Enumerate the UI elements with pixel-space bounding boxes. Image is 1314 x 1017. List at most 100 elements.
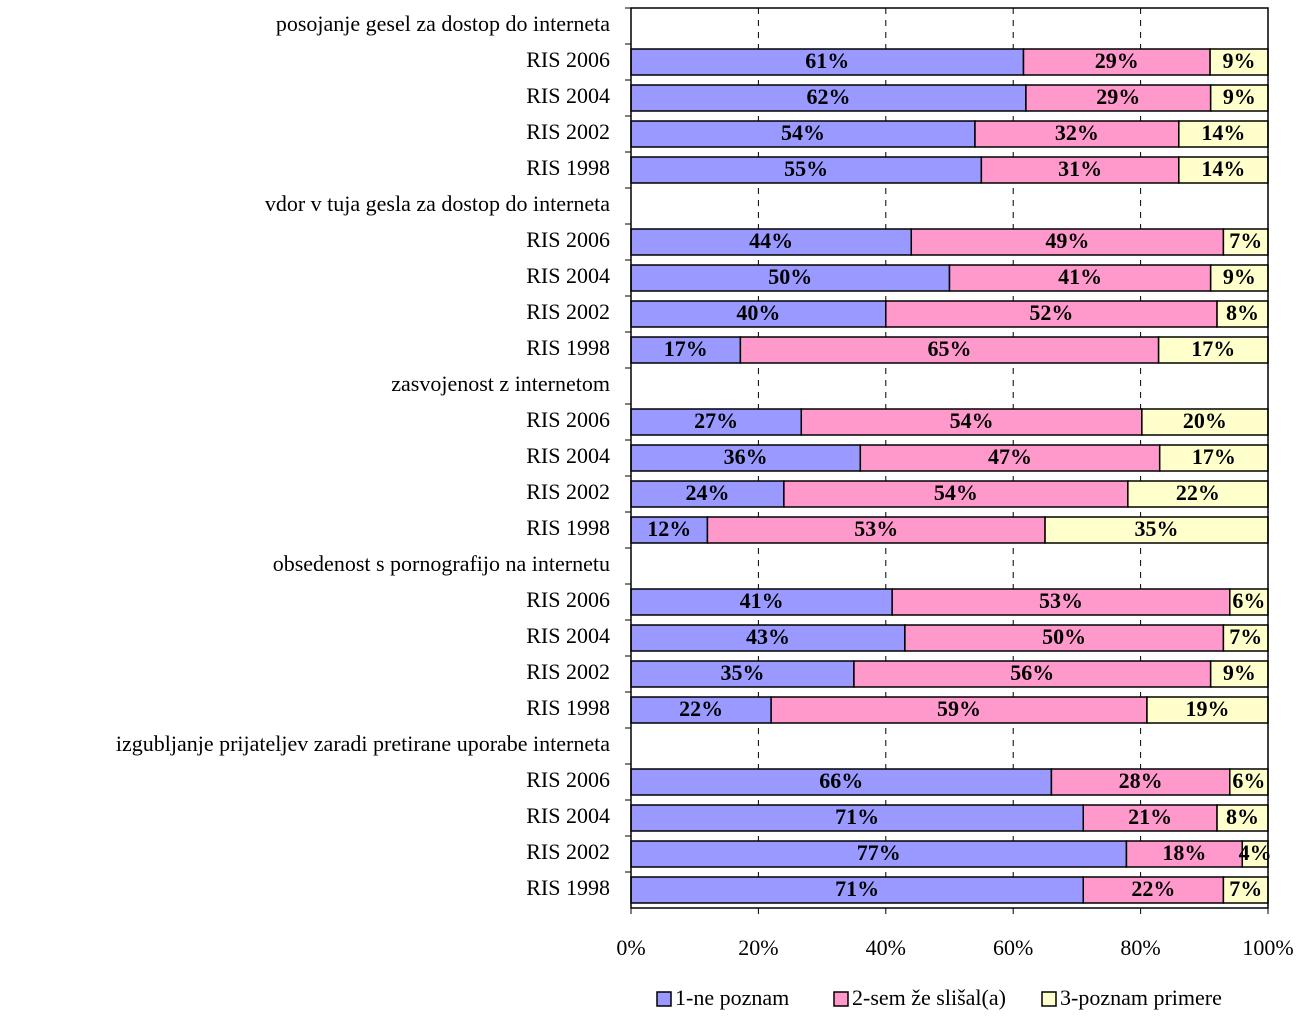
bar-segment [910, 228, 1225, 256]
y-tick-label: RIS 2002 [526, 659, 610, 684]
bar-segment [1178, 156, 1269, 184]
bar-segment [630, 840, 1128, 868]
value-label: 27% [694, 408, 738, 433]
bar-segment [1241, 840, 1269, 868]
value-label: 56% [1010, 660, 1054, 685]
value-label: 29% [1096, 84, 1140, 109]
value-label: 43% [746, 624, 790, 649]
bar-segment [800, 408, 1143, 436]
value-label: 9% [1223, 48, 1256, 73]
value-label: 9% [1223, 84, 1256, 109]
y-tick-label: RIS 2004 [526, 83, 610, 108]
value-label: 44% [749, 228, 793, 253]
y-tick-label: posojanje gesel za dostop do interneta [276, 11, 610, 36]
value-label: 71% [835, 876, 879, 901]
y-tick-label: RIS 1998 [526, 515, 610, 540]
y-tick-label: RIS 2002 [526, 119, 610, 144]
bar-segment [1178, 120, 1269, 148]
bar-segment [706, 516, 1046, 544]
x-tick-label: 80% [1120, 935, 1160, 960]
bar-segment [630, 336, 742, 364]
value-label: 6% [1232, 588, 1265, 613]
bar-segment [1082, 876, 1225, 904]
value-label: 17% [1192, 444, 1236, 469]
bar-segment [630, 444, 862, 472]
y-tick-label: RIS 1998 [526, 875, 610, 900]
value-label: 54% [781, 120, 825, 145]
value-label: 21% [1128, 804, 1172, 829]
value-label: 55% [784, 156, 828, 181]
bar-segment [1157, 336, 1269, 364]
bar-segment [630, 120, 976, 148]
bar-segment [630, 876, 1085, 904]
y-tick-label: zasvojenost z internetom [391, 371, 610, 396]
bar-segment [1146, 696, 1269, 724]
bar-segment [1141, 408, 1269, 436]
y-tick-label: RIS 2006 [526, 227, 610, 252]
value-label: 47% [988, 444, 1032, 469]
value-label: 50% [768, 264, 812, 289]
value-label: 4% [1239, 840, 1272, 865]
bar-segment [630, 264, 951, 292]
y-tick-label: RIS 2002 [526, 839, 610, 864]
bar-segment [948, 264, 1212, 292]
value-label: 53% [1039, 588, 1083, 613]
value-label: 61% [805, 48, 849, 73]
legend-label: 1-ne poznam [675, 985, 789, 1010]
plot-border [630, 7, 1269, 909]
value-label: 9% [1223, 660, 1256, 685]
value-label: 8% [1226, 300, 1259, 325]
value-label: 14% [1201, 156, 1245, 181]
bar-segment [1025, 84, 1212, 112]
y-tick-label: RIS 2006 [526, 587, 610, 612]
y-tick-label: RIS 1998 [526, 155, 610, 180]
value-label: 35% [1135, 516, 1179, 541]
legend-swatch [656, 991, 672, 1007]
bar-segment [630, 588, 893, 616]
value-label: 6% [1232, 768, 1265, 793]
value-label: 22% [1131, 876, 1175, 901]
x-tick-label: 100% [1242, 935, 1293, 960]
bar-segment [1229, 768, 1269, 796]
bar-segment [1050, 768, 1231, 796]
bar-segment [1082, 804, 1218, 832]
value-label: 22% [679, 696, 723, 721]
value-label: 77% [857, 840, 901, 865]
y-tick-label: izgubljanje prijateljev zaradi pretirane… [116, 731, 610, 756]
value-label: 17% [664, 336, 708, 361]
y-tick-label: RIS 2004 [526, 263, 610, 288]
x-tick-label: 40% [866, 935, 906, 960]
value-label: 35% [720, 660, 764, 685]
legend-swatch [833, 991, 849, 1007]
value-label: 28% [1119, 768, 1163, 793]
bar-segment [630, 696, 772, 724]
y-tick-label: RIS 2004 [526, 443, 610, 468]
value-label: 52% [1029, 300, 1073, 325]
value-label: 29% [1095, 48, 1139, 73]
value-label: 20% [1183, 408, 1227, 433]
y-tick-label: RIS 2004 [526, 803, 610, 828]
x-tick-label: 20% [738, 935, 778, 960]
value-label: 53% [854, 516, 898, 541]
value-label: 36% [724, 444, 768, 469]
bar-segment [1222, 876, 1269, 904]
bar-segment [630, 480, 785, 508]
value-label: 66% [819, 768, 863, 793]
legend-label: 3-poznam primere [1060, 985, 1222, 1010]
bar-segment [1229, 588, 1269, 616]
value-label: 17% [1191, 336, 1235, 361]
y-tick-label: RIS 1998 [526, 335, 610, 360]
x-tick-label: 0% [616, 935, 645, 960]
bar-segment [783, 480, 1129, 508]
value-label: 59% [937, 696, 981, 721]
y-tick-label: vdor v tuja gesla za dostop do interneta [265, 191, 610, 216]
value-label: 40% [736, 300, 780, 325]
bar-segment [904, 624, 1225, 652]
value-label: 12% [647, 516, 691, 541]
value-label: 65% [928, 336, 972, 361]
value-label: 14% [1201, 120, 1245, 145]
value-label: 7% [1229, 624, 1262, 649]
bar-segment [1209, 48, 1269, 76]
bar-segment [739, 336, 1160, 364]
bar-segment [859, 444, 1161, 472]
